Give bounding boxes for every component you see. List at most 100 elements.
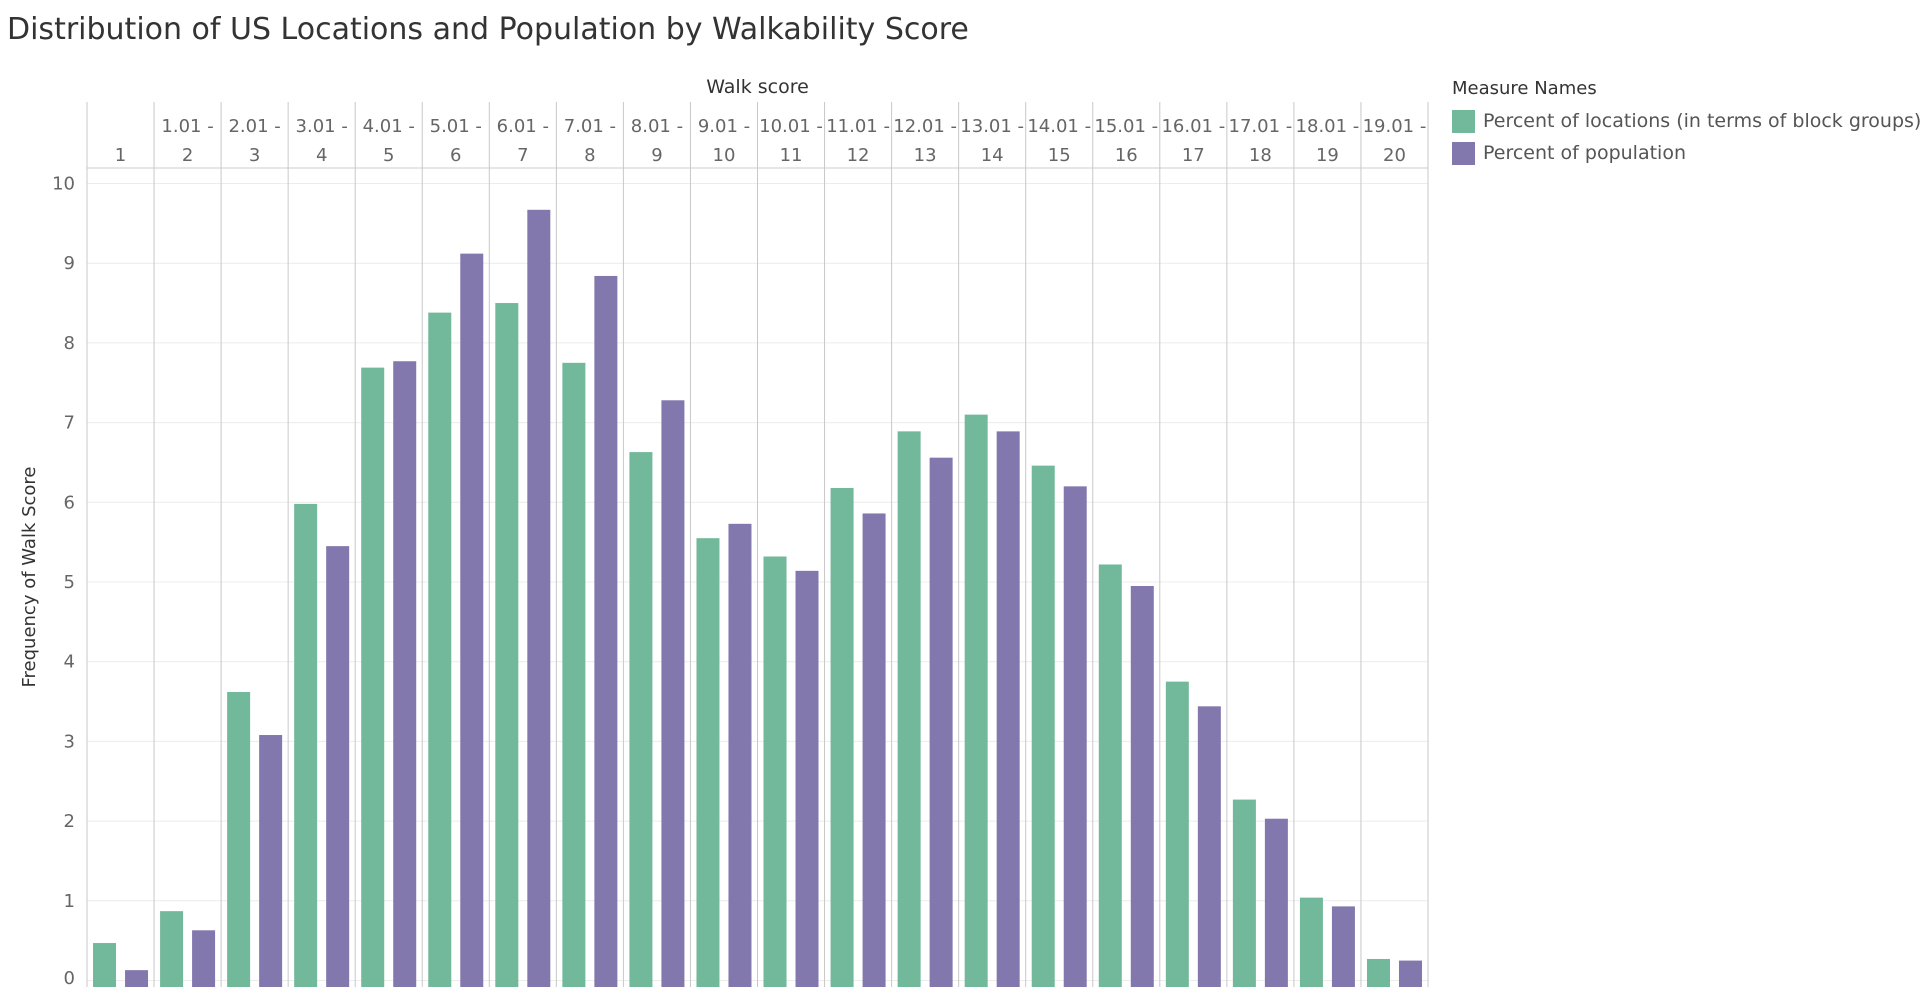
bar-population	[1130, 585, 1154, 987]
bar-population	[527, 209, 551, 988]
bar-locations	[294, 503, 318, 987]
legend-label-locations: Percent of locations (in terms of block …	[1483, 110, 1920, 132]
x-tick-label-top: 3.01 -	[296, 116, 348, 137]
x-tick-label-bottom: 20	[1383, 145, 1406, 166]
x-tick-label-bottom: 19	[1316, 145, 1339, 166]
x-tick-label-top: 10.01 -	[759, 116, 823, 137]
x-tick-label-top: 13.01 -	[960, 116, 1024, 137]
x-tick-label-top: 11.01 -	[826, 116, 890, 137]
bar-locations	[160, 911, 184, 987]
legend-swatch-locations	[1452, 109, 1475, 133]
y-tick-label: 5	[64, 572, 75, 593]
x-tick-label-top: 19.01 -	[1363, 116, 1427, 137]
bar-population	[1264, 818, 1288, 987]
y-tick-label: 6	[64, 492, 75, 513]
x-tick-label-bottom: 13	[914, 145, 937, 166]
x-tick-label-bottom: 5	[383, 145, 394, 166]
x-tick-label-top: 15.01 -	[1094, 116, 1158, 137]
bar-population	[460, 253, 484, 987]
bar-locations	[1299, 897, 1323, 987]
x-tick-label-top: 1.01 -	[161, 116, 213, 137]
legend: Measure Names Percent of locations (in t…	[1452, 78, 1920, 169]
y-axis-title: Frequency of Walk Score	[19, 466, 40, 687]
bar-population	[728, 523, 752, 987]
y-tick-label: 9	[64, 253, 75, 274]
bar-population	[795, 570, 819, 987]
bar-locations	[763, 556, 787, 987]
x-tick-label-top: 14.01 -	[1027, 116, 1091, 137]
bar-locations	[227, 691, 251, 987]
bar-locations	[629, 452, 653, 988]
bar-locations	[696, 538, 720, 987]
x-tick-label-bottom: 3	[249, 145, 260, 166]
x-tick-label-top: 18.01 -	[1296, 116, 1360, 137]
x-tick-label-bottom: 17	[1182, 145, 1205, 166]
x-tick-label-bottom: 15	[1048, 145, 1071, 166]
bar-population	[996, 431, 1020, 987]
bar-population	[661, 400, 685, 987]
x-tick-label-bottom: 4	[316, 145, 327, 166]
bar-population	[393, 361, 417, 988]
x-tick-label-top: 7.01 -	[564, 116, 616, 137]
x-tick-label-bottom: 12	[847, 145, 870, 166]
bar-locations	[428, 312, 452, 987]
bar-locations	[964, 414, 988, 987]
bar-locations	[93, 943, 117, 987]
x-axis-title: Walk score	[706, 76, 809, 98]
x-tick-label-bottom: 11	[780, 145, 803, 166]
bar-locations	[897, 431, 921, 987]
bar-population	[326, 546, 350, 987]
x-tick-label-bottom: 16	[1115, 145, 1138, 166]
x-tick-label-bottom: 6	[450, 145, 461, 166]
chart-title: Distribution of US Locations and Populat…	[7, 12, 969, 47]
legend-label-population: Percent of population	[1483, 142, 1686, 164]
y-tick-label: 1	[64, 891, 75, 912]
x-tick-label-top: 12.01 -	[893, 116, 957, 137]
legend-item-population[interactable]: Percent of population	[1452, 137, 1920, 169]
x-tick-label-top: 4.01 -	[363, 116, 415, 137]
bar-population	[1197, 706, 1221, 987]
y-tick-label: 7	[64, 413, 75, 434]
x-tick-label-top: 17.01 -	[1229, 116, 1293, 137]
y-tick-label: 2	[64, 811, 75, 832]
bar-locations	[1098, 564, 1122, 987]
bar-locations	[1165, 681, 1189, 988]
y-tick-label: 4	[64, 652, 75, 673]
x-tick-label-bottom: 18	[1249, 145, 1272, 166]
x-tick-label-bottom: 1	[115, 145, 126, 166]
y-tick-label: 10	[52, 174, 75, 195]
y-tick-label: 3	[64, 731, 75, 752]
bar-locations	[830, 487, 854, 987]
x-tick-label-bottom: 8	[584, 145, 595, 166]
legend-item-locations[interactable]: Percent of locations (in terms of block …	[1452, 105, 1920, 137]
bar-locations	[1232, 799, 1256, 987]
bar-population	[1331, 906, 1355, 987]
x-tick-label-top: 16.01 -	[1161, 116, 1225, 137]
x-tick-label-top: 5.01 -	[430, 116, 482, 137]
x-tick-label-bottom: 2	[182, 145, 193, 166]
bar-population	[125, 970, 149, 987]
x-tick-label-bottom: 10	[713, 145, 736, 166]
bar-population	[594, 275, 618, 987]
bar-locations	[1031, 465, 1055, 987]
bar-population	[929, 457, 953, 987]
y-tick-label: 8	[64, 333, 75, 354]
bar-population	[1398, 960, 1422, 987]
x-tick-label-bottom: 9	[651, 145, 662, 166]
x-tick-label-bottom: 14	[981, 145, 1004, 166]
bar-population	[862, 513, 886, 987]
y-tick-label: 0	[64, 968, 75, 989]
bar-locations	[1366, 958, 1390, 987]
bar-population	[259, 735, 283, 987]
x-tick-label-top: 9.01 -	[698, 116, 750, 137]
x-tick-label-top: 2.01 -	[228, 116, 280, 137]
bar-locations	[495, 303, 519, 987]
bar-locations	[562, 362, 586, 987]
x-tick-label-bottom: 7	[517, 145, 528, 166]
bar-locations	[361, 367, 385, 987]
legend-title: Measure Names	[1452, 78, 1597, 99]
x-tick-label-top: 8.01 -	[631, 116, 683, 137]
bar-population	[1063, 486, 1087, 987]
bar-population	[192, 930, 216, 987]
